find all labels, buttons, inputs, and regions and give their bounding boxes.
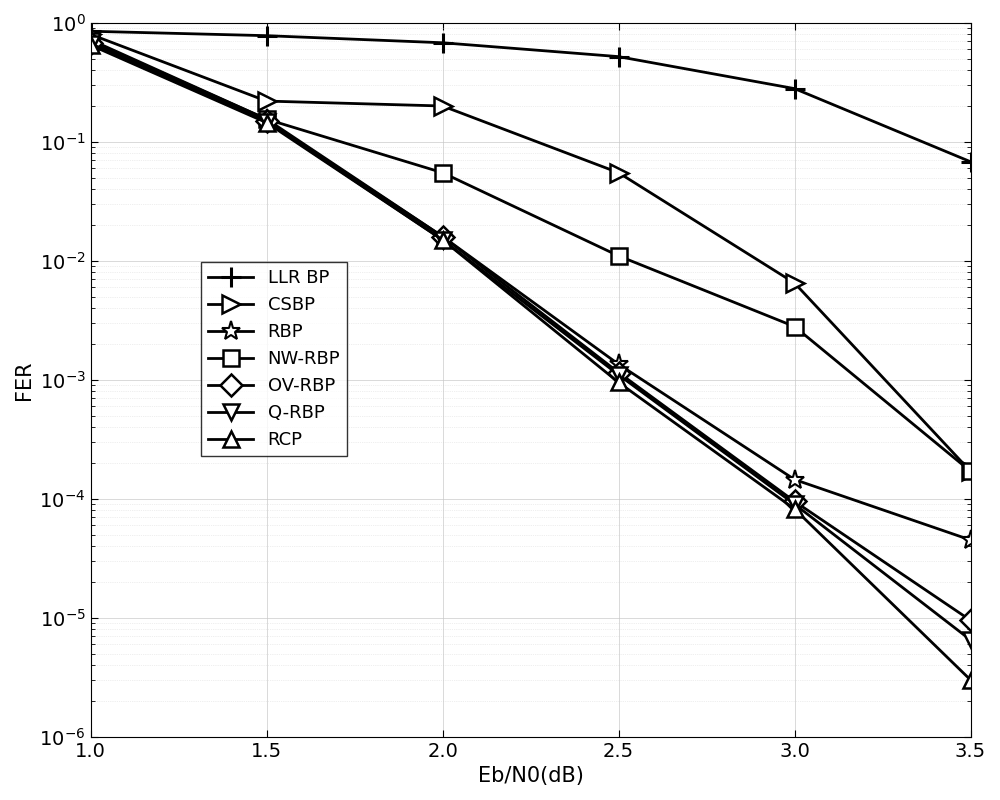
LLR BP	[613, 52, 625, 62]
Line: OV-RBP: OV-RBP	[83, 35, 978, 628]
Line: RCP: RCP	[82, 37, 979, 688]
LLR BP	[437, 38, 449, 47]
OV-RBP	[85, 38, 97, 47]
CSBP	[789, 278, 801, 288]
CSBP	[613, 168, 625, 178]
RCP	[613, 378, 625, 387]
Q-RBP	[613, 370, 625, 380]
Line: NW-RBP: NW-RBP	[82, 33, 979, 480]
NW-RBP	[261, 114, 273, 124]
Line: RBP: RBP	[81, 30, 980, 550]
CSBP	[965, 466, 977, 476]
LLR BP	[261, 31, 273, 41]
NW-RBP	[437, 168, 449, 178]
OV-RBP	[789, 497, 801, 506]
RBP	[613, 359, 625, 369]
RBP	[965, 535, 977, 545]
Q-RBP	[261, 117, 273, 126]
OV-RBP	[261, 116, 273, 126]
Line: Q-RBP: Q-RBP	[82, 35, 979, 648]
LLR BP	[965, 157, 977, 166]
Line: LLR BP: LLR BP	[81, 22, 980, 171]
RBP	[261, 114, 273, 124]
RCP	[789, 504, 801, 514]
NW-RBP	[965, 466, 977, 476]
OV-RBP	[437, 232, 449, 242]
Q-RBP	[965, 635, 977, 645]
OV-RBP	[613, 368, 625, 378]
CSBP	[437, 101, 449, 110]
Y-axis label: FER: FER	[14, 360, 34, 399]
RBP	[85, 35, 97, 45]
RCP	[261, 118, 273, 127]
OV-RBP	[965, 615, 977, 625]
RCP	[965, 675, 977, 685]
Q-RBP	[789, 499, 801, 509]
NW-RBP	[613, 251, 625, 261]
RBP	[437, 232, 449, 242]
RCP	[85, 40, 97, 50]
X-axis label: Eb/N0(dB): Eb/N0(dB)	[478, 766, 583, 786]
CSBP	[261, 96, 273, 106]
Legend: LLR BP, CSBP, RBP, NW-RBP, OV-RBP, Q-RBP, RCP: LLR BP, CSBP, RBP, NW-RBP, OV-RBP, Q-RBP…	[201, 262, 347, 457]
Q-RBP	[437, 235, 449, 245]
Q-RBP	[85, 38, 97, 48]
NW-RBP	[789, 322, 801, 331]
CSBP	[85, 30, 97, 39]
LLR BP	[789, 84, 801, 94]
LLR BP	[85, 26, 97, 36]
RCP	[437, 235, 449, 245]
Line: CSBP: CSBP	[82, 26, 980, 480]
NW-RBP	[85, 37, 97, 46]
RBP	[789, 474, 801, 484]
